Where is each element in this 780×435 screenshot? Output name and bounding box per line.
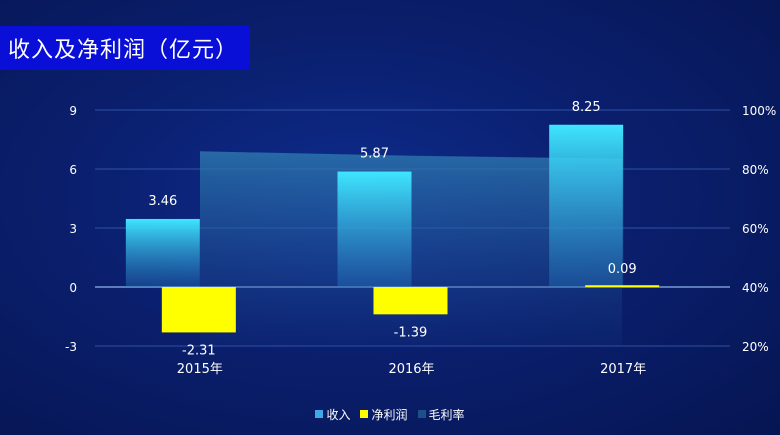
revenue-bar [337,171,412,287]
y-left-tick-label: 0 [69,281,77,295]
legend-item-revenue[interactable]: 收入 [315,406,350,423]
net-profit-data-label: -2.31 [182,343,216,358]
y-left-tick-label: 3 [69,222,77,236]
net-profit-data-label: 0.09 [608,262,637,277]
chart-title: 收入及净利润（亿元） [8,38,239,63]
chart-legend: 收入 净利润 毛利率 [0,405,780,423]
revenue-data-label: 5.87 [360,147,389,162]
legend-swatch-gross-margin [417,410,426,418]
y-left-tick-label: 6 [69,163,77,177]
legend-label-revenue: 收入 [326,407,351,422]
chart-title-banner: 收入及净利润（亿元） [0,26,250,70]
revenue-data-label: 8.25 [572,100,601,115]
y-right-tick-label: 20% [742,340,769,354]
legend-label-net-profit: 净利润 [371,407,408,422]
y-right-tick-label: 40% [742,281,769,295]
legend-item-gross-margin[interactable]: 毛利率 [417,406,465,423]
x-category-label: 2015年 [177,362,223,377]
net-profit-bar [161,287,236,333]
x-category-label: 2016年 [388,362,434,377]
legend-swatch-revenue [315,410,324,418]
legend-swatch-net-profit [360,410,369,418]
net-profit-data-label: -1.39 [394,325,428,340]
y-left-tick-label: 9 [69,104,77,118]
chart-area: 9 6 3 0 -3 100% 80% 60% 40% 20% 3.46 5.87 8.25 -2.31 -… [65,100,776,377]
revenue-bar [125,218,200,287]
y-left-tick-label: -3 [65,340,77,354]
net-profit-bar [373,287,448,315]
x-category-label: 2017年 [600,362,646,377]
y-right-tick-label: 100% [742,104,776,118]
net-profit-bar [585,285,660,288]
revenue-data-label: 3.46 [148,194,177,209]
y-right-tick-label: 80% [742,163,769,177]
legend-label-gross-margin: 毛利率 [428,407,465,422]
revenue-bar [549,124,624,287]
legend-item-net-profit[interactable]: 净利润 [360,406,408,423]
y-right-tick-label: 60% [742,222,769,236]
